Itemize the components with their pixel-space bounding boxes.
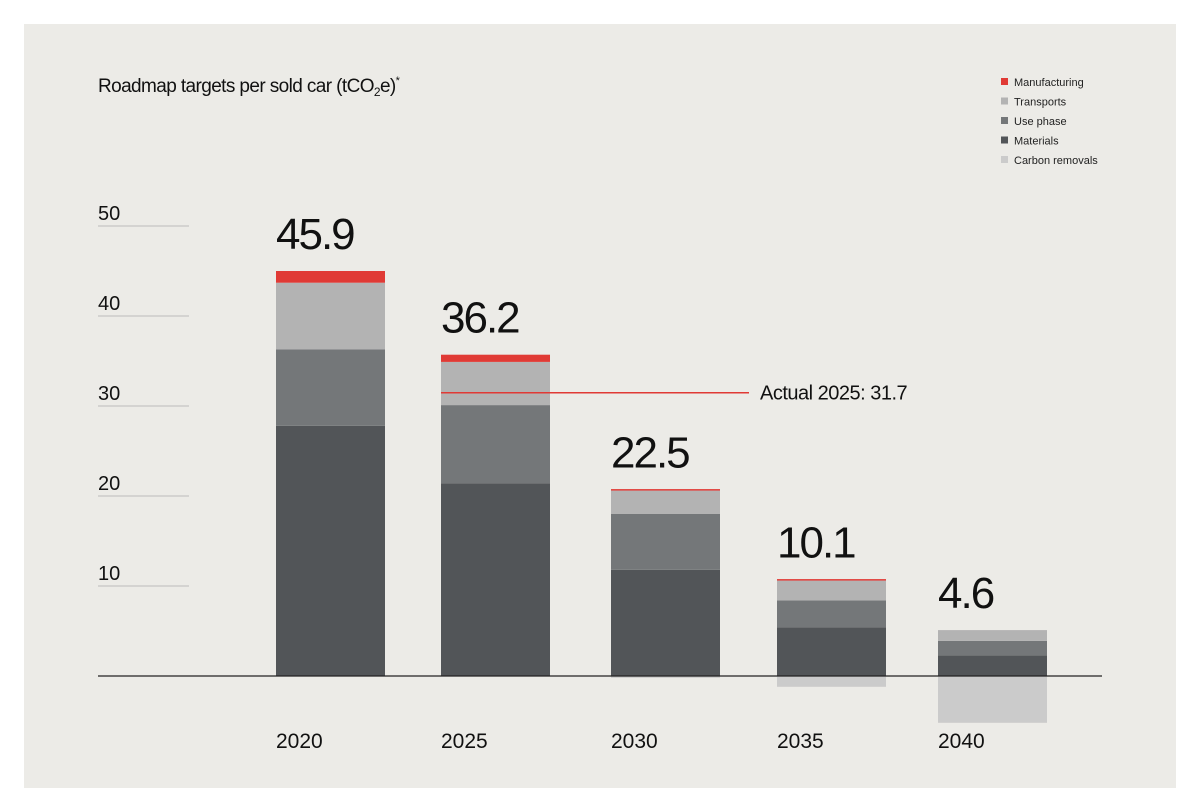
legend-item: Materials (1001, 136, 1059, 148)
bar-segment-manufacturing (441, 354, 550, 362)
y-tick-label: 50 (98, 203, 120, 225)
actual-2025-label: Actual 2025: 31.7 (760, 383, 908, 405)
x-category-label: 2020 (276, 730, 323, 753)
bar-segment-materials (441, 483, 550, 676)
x-category-label: 2035 (777, 730, 824, 753)
bar-segment-carbon-removals (938, 676, 1047, 723)
bar-segment-use-phase (777, 600, 886, 628)
legend-swatch (1001, 117, 1008, 124)
bar-segment-transports (441, 361, 550, 406)
legend-label: Carbon removals (1014, 155, 1098, 167)
bar-segment-materials (276, 425, 385, 676)
legend-item: Manufacturing (1001, 77, 1084, 89)
bar-segment-use-phase (276, 349, 385, 426)
bar-segment-use-phase (441, 405, 550, 484)
legend-label: Materials (1014, 136, 1059, 148)
legend-item: Transports (1001, 97, 1067, 109)
bar-total-label: 45.9 (276, 210, 354, 259)
bar-segment-transports (276, 282, 385, 350)
legend-swatch (1001, 78, 1008, 85)
bar-segment-materials (777, 627, 886, 676)
bar-segment-materials (611, 569, 720, 676)
y-tick-label: 10 (98, 563, 120, 585)
bar-segment-carbon-removals (611, 676, 720, 678)
bar-segment-transports (777, 580, 886, 601)
chart-title: Roadmap targets per sold car (tCO2e)* (98, 75, 401, 99)
legend-swatch (1001, 136, 1008, 144)
x-category-label: 2040 (938, 730, 985, 753)
bar-segment-transports (938, 630, 1047, 641)
legend-label: Transports (1014, 97, 1067, 109)
bar-segment-transports (611, 490, 720, 514)
legend-item: Use phase (1001, 116, 1067, 128)
bar-segment-manufacturing (276, 271, 385, 283)
legend-label: Use phase (1014, 116, 1067, 128)
bar-segment-manufacturing (777, 579, 886, 581)
y-tick-label: 30 (98, 383, 120, 405)
bar-segment-use-phase (611, 514, 720, 570)
bar-segment-use-phase (938, 640, 1047, 656)
bar-total-label: 36.2 (441, 294, 519, 343)
bar-total-label: 4.6 (938, 569, 994, 618)
legend-label: Manufacturing (1014, 77, 1084, 89)
legend-item: Carbon removals (1001, 155, 1098, 167)
y-tick-label: 20 (98, 473, 120, 495)
bar-segment-materials (938, 655, 1047, 676)
y-tick-label: 40 (98, 293, 120, 315)
bar-segment-carbon-removals (777, 676, 886, 687)
x-category-label: 2030 (611, 730, 658, 753)
legend-swatch (1001, 156, 1008, 163)
bar-total-label: 22.5 (611, 429, 689, 478)
bar-segment-manufacturing (611, 489, 720, 491)
bar-total-label: 10.1 (777, 519, 855, 568)
legend-swatch (1001, 97, 1008, 105)
x-category-label: 2025 (441, 730, 488, 753)
